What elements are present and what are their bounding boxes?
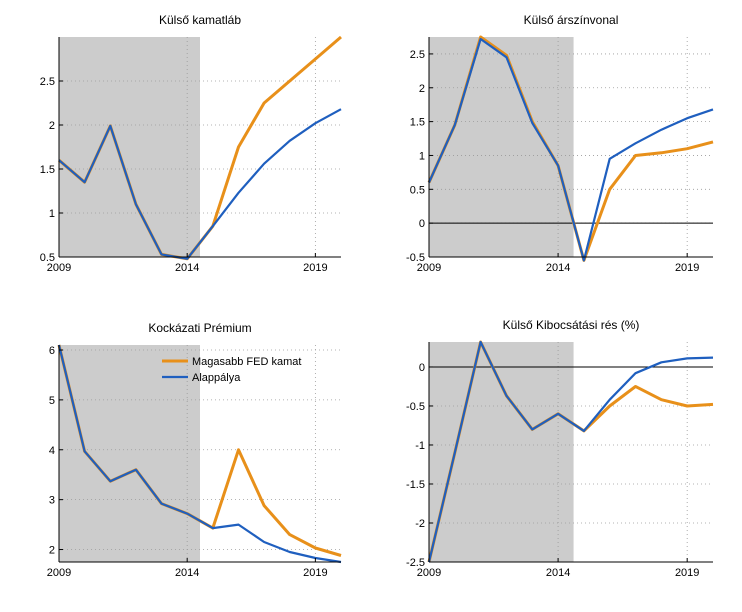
y-tick-label: -2.5 [406,557,425,569]
panel-2: -0.5 0 0.5 1 1.5 2 2.5 2009 2014 2019 Külső árszín… [406,13,714,274]
history-shade [59,345,200,562]
y-tick-label: -0.5 [406,401,425,413]
y-tick-label: 1 [419,150,425,162]
panel-1: 0.5 1 1.5 2 2.5 2009 2014 2019 Külső kamatláb [40,13,342,274]
y-tick-label: 0 [419,218,425,230]
x-tick-label: 2009 [417,262,441,274]
y-tick-label: 6 [49,345,55,357]
history-shade [59,37,200,257]
y-tick-label: 0 [419,362,425,374]
series-line-baseline [58,108,342,260]
y-tick-label: -2 [415,518,425,530]
panel-4: -2.5 -2 -1.5 -1 -0.5 0 2009 2014 2019 Külső Kiboc… [406,318,714,579]
y-tick-label: 2.5 [410,49,425,61]
panel-title: Kockázati Prémium [148,321,251,335]
x-tick-label: 2019 [303,262,327,274]
x-tick-label: 2014 [175,567,199,579]
y-tick-label: 0.5 [40,252,55,264]
x-tick-label: 2014 [546,567,570,579]
x-tick-label: 2019 [303,567,327,579]
y-tick-label: -1.5 [406,479,425,491]
x-tick-label: 2009 [417,567,441,579]
x-tick-label: 2019 [675,567,699,579]
x-tick-label: 2019 [675,262,699,274]
y-tick-label: -0.5 [406,252,425,264]
y-tick-label: -1 [415,440,425,452]
y-tick-label: 2 [49,120,55,132]
legend-label: Alappálya [192,372,241,384]
panel-title: Külső árszínvonal [524,13,619,27]
y-tick-label: 1 [49,208,55,220]
series-line-baseline [427,37,714,262]
panel-3: 2 3 4 5 6 2009 2014 2019 Kockázati Prémium Magasa… [47,321,342,579]
legend-label: Magasabb FED kamat [192,356,301,368]
panel-title: Külső Kibocsátási rés (%) [503,318,640,332]
history-shade [429,342,574,562]
y-tick-label: 0.5 [410,184,425,196]
series-line-baseline [427,340,714,563]
y-tick-label: 2.5 [40,76,55,88]
series-line-baseline [57,344,342,564]
x-tick-label: 2014 [175,262,199,274]
y-tick-label: 3 [49,495,55,507]
legend: Magasabb FED kamat Alappálya [162,356,301,384]
y-tick-label: 2 [419,83,425,95]
x-tick-label: 2009 [47,262,71,274]
y-tick-label: 1.5 [40,164,55,176]
x-tick-label: 2009 [47,567,71,579]
panel-title: Külső kamatláb [159,13,241,27]
y-tick-label: 5 [49,395,55,407]
y-tick-label: 1.5 [410,117,425,129]
history-shade [429,37,574,257]
y-tick-label: 4 [49,445,55,457]
x-tick-label: 2014 [546,262,570,274]
y-tick-label: 2 [49,545,55,557]
